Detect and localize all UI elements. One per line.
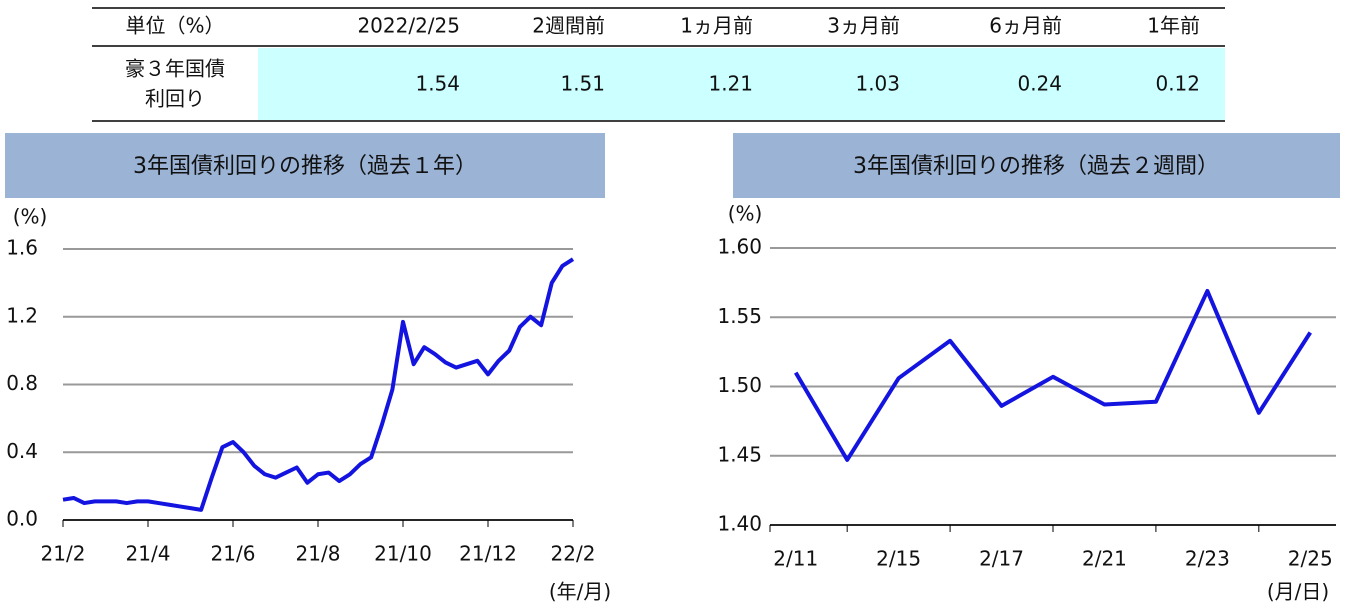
x-axis-label: (年/月) [549,580,611,604]
x-tick-label: 21/10 [374,542,432,566]
table-cell: 0.12 [1155,72,1200,96]
x-tick-label: 2/11 [773,547,818,571]
table-cell: 0.24 [1017,72,1062,96]
y-tick-label: 0.8 [6,371,38,395]
x-tick-label: 21/2 [41,542,86,566]
y-tick-label: 1.40 [717,512,762,536]
y-tick-label: 1.2 [6,303,38,327]
chart-title: 3年国債利回りの推移（過去１年） [133,154,477,179]
y-tick-label: 1.6 [6,236,38,260]
table-header: 1ヵ月前 [680,14,753,38]
table-header: 2022/2/25 [357,14,460,38]
line-series [794,288,1312,462]
row-label: 利回り [145,87,205,111]
x-tick-label: 21/6 [211,542,256,566]
x-tick-label: 21/4 [126,542,171,566]
y-axis-label: (%) [728,202,763,226]
x-tick-label: 2/15 [876,547,921,571]
y-tick-label: 1.50 [717,373,762,397]
table-cell: 1.21 [708,72,753,96]
line-series [62,257,575,512]
table-header: 3ヵ月前 [827,14,900,38]
table-header: 1年前 [1147,14,1200,38]
y-tick-label: 1.60 [717,235,762,259]
y-tick-label: 1.45 [717,442,762,466]
x-tick-label: 21/8 [296,542,341,566]
chart-title: 3年国債利回りの推移（過去２週間） [853,154,1219,179]
x-tick-label: 22/2 [551,542,596,566]
row-label: 豪３年国債 [125,57,225,81]
table-cell: 1.54 [415,72,460,96]
x-tick-label: 2/21 [1082,547,1127,571]
x-tick-label: 2/25 [1288,547,1333,571]
y-tick-label: 0.4 [6,439,38,463]
chart-title-bar [5,133,605,198]
table-header: 2週間前 [532,14,605,38]
x-tick-label: 2/17 [979,547,1024,571]
y-axis-label: (%) [13,205,48,229]
y-tick-label: 1.55 [717,304,762,328]
table-cell: 1.51 [560,72,605,96]
table-header: 6ヵ月前 [989,14,1062,38]
table-cell: 1.03 [855,72,900,96]
x-axis-label: (月/日) [1267,580,1329,604]
x-tick-label: 21/12 [459,542,517,566]
x-tick-label: 2/23 [1185,547,1230,571]
chart-title-bar [733,133,1340,198]
table-header: 単位（%） [125,14,224,38]
y-tick-label: 0.0 [6,507,38,531]
table-highlight [258,48,1225,120]
